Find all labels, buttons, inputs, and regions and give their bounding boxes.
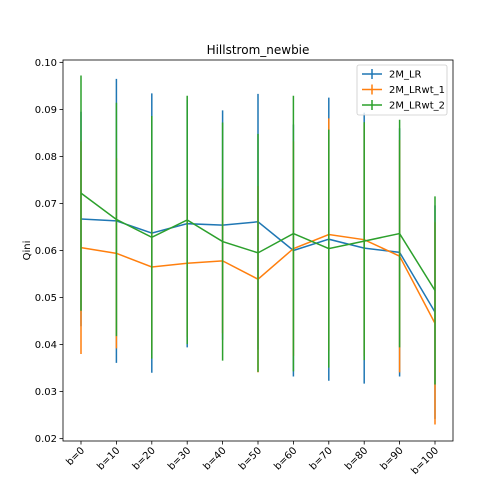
series-2M_LRwt_2 bbox=[80, 75, 436, 385]
x-tick-label: b=80 bbox=[343, 445, 370, 472]
legend-label: 2M_LR bbox=[389, 70, 422, 81]
chart-title: Hillstrom_newbie bbox=[207, 43, 310, 57]
series-layer bbox=[80, 75, 436, 425]
x-tick-label: b=30 bbox=[166, 445, 193, 472]
x-tick-label: b=20 bbox=[131, 445, 158, 472]
y-tick-label: 0.04 bbox=[35, 340, 57, 351]
y-tick-label: 0.10 bbox=[35, 58, 57, 69]
y-tick-label: 0.07 bbox=[35, 199, 57, 210]
y-tick-label: 0.06 bbox=[35, 246, 57, 257]
x-tick-label: b=100 bbox=[409, 445, 441, 477]
x-tick-label: b=10 bbox=[95, 445, 122, 472]
legend-label: 2M_LRwt_1 bbox=[389, 85, 445, 96]
x-tick-label: b=50 bbox=[237, 445, 264, 472]
x-tick-label: b=60 bbox=[272, 445, 299, 472]
legend-label: 2M_LRwt_2 bbox=[389, 101, 445, 112]
y-tick-label: 0.02 bbox=[35, 434, 57, 445]
x-tick-label: b=90 bbox=[379, 445, 406, 472]
legend-box bbox=[356, 64, 448, 116]
y-tick-label: 0.08 bbox=[35, 152, 57, 163]
x-tick-label: b=70 bbox=[308, 445, 335, 472]
x-tick-label: b=40 bbox=[202, 445, 229, 472]
y-axis-label: Qini bbox=[22, 241, 33, 261]
legend: 2M_LR 2M_LRwt_1 2M_LRwt_2 bbox=[356, 64, 448, 116]
y-tick-label: 0.09 bbox=[35, 105, 57, 116]
y-tick-label: 0.03 bbox=[35, 387, 57, 398]
y-tick-label: 0.05 bbox=[35, 293, 57, 304]
x-tick-label: b=0 bbox=[64, 445, 87, 468]
